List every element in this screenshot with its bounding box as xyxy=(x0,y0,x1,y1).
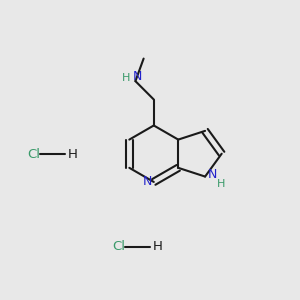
Text: H: H xyxy=(217,179,226,189)
Text: H: H xyxy=(152,240,162,253)
Text: H: H xyxy=(68,148,78,161)
Text: Cl: Cl xyxy=(112,240,125,253)
Text: Cl: Cl xyxy=(28,148,40,161)
Text: N: N xyxy=(208,168,217,181)
Text: N: N xyxy=(142,175,152,188)
Text: N: N xyxy=(133,70,142,83)
Text: H: H xyxy=(122,73,131,82)
